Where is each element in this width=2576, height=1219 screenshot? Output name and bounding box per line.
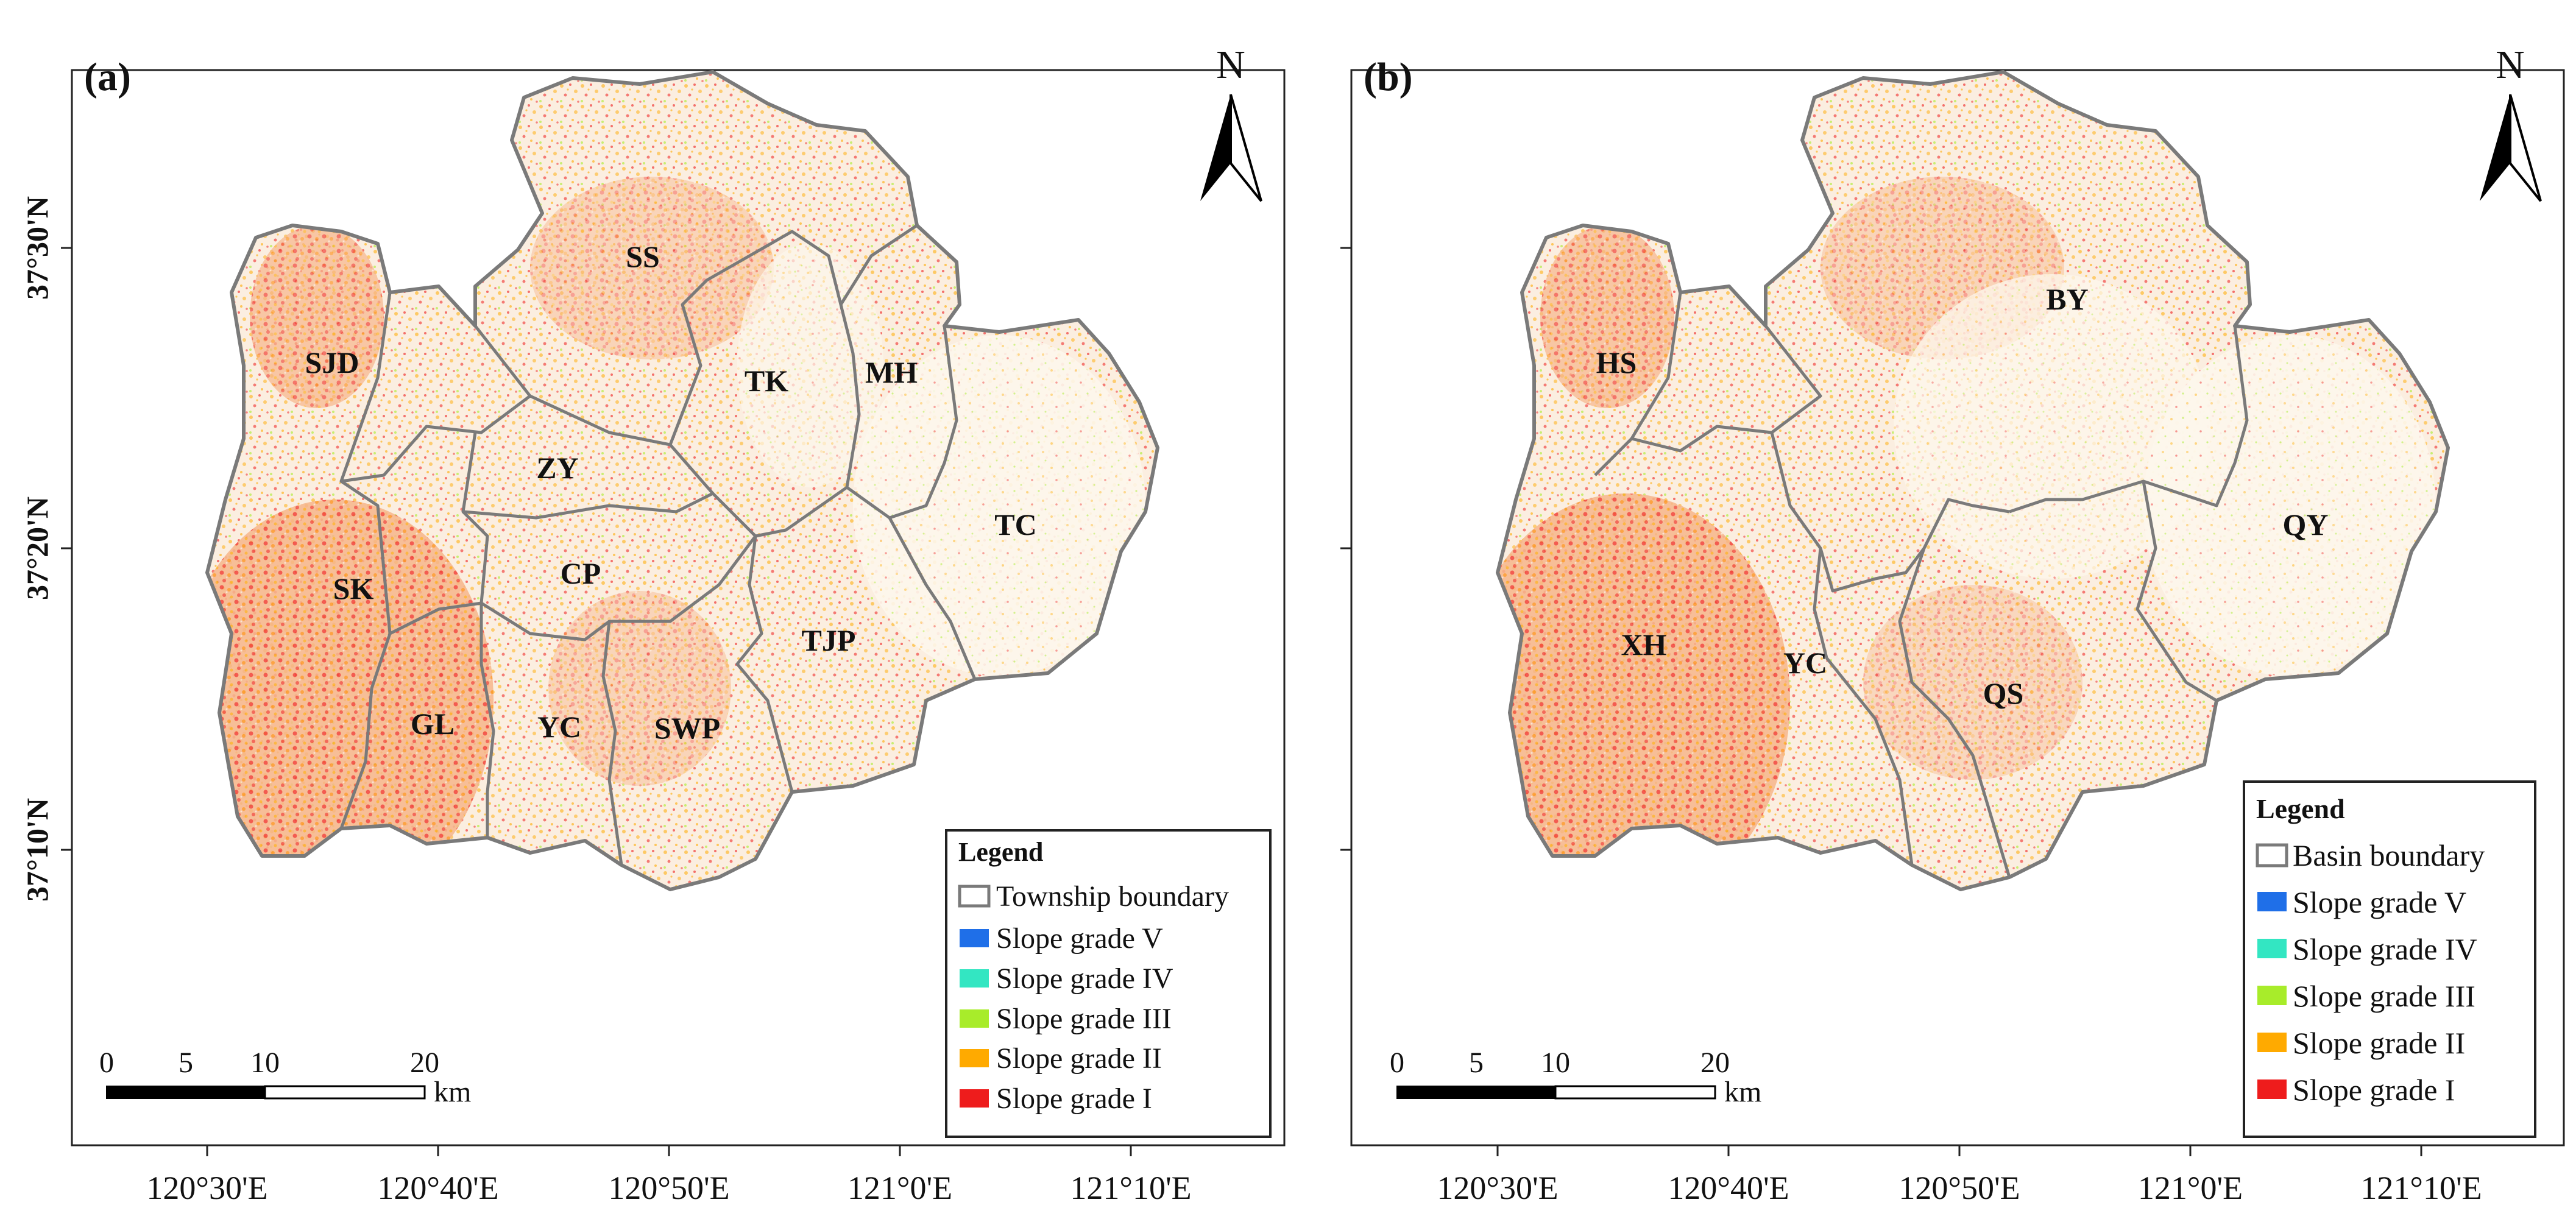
lon-tick-label: 120°40'E	[1668, 1170, 1789, 1206]
legend-swatch-slope-v	[2257, 892, 2287, 911]
lon-tick-label: 121°10'E	[2360, 1170, 2482, 1206]
lat-tick-label: 37°10'N	[20, 798, 54, 902]
legend-item-label: Slope grade IV	[996, 963, 1173, 995]
lon-tick-label: 120°50'E	[1898, 1170, 2020, 1206]
legend-swatch-slope-ii	[960, 1049, 989, 1067]
region-label: SJD	[305, 345, 359, 380]
region-label: SS	[626, 239, 660, 274]
legend-item-label: Slope grade I	[2293, 1073, 2455, 1107]
region-labels: SS SJD TK MH ZY TC CP SK TJP GL YC SWP	[305, 239, 1037, 745]
legend-swatch-slope-ii	[2257, 1033, 2287, 1052]
lon-tick-label: 121°0'E	[847, 1170, 952, 1206]
lon-tick-label: 120°30'E	[146, 1170, 267, 1206]
legend-item-label: Slope grade III	[2293, 979, 2475, 1013]
legend-swatch-boundary	[958, 885, 991, 908]
legend-item-label: Basin boundary	[2293, 838, 2485, 872]
lat-tick-label: 37°20'N	[20, 496, 54, 600]
scale-label: 20	[410, 1047, 439, 1079]
region-label: SWP	[654, 711, 720, 745]
lat-tick-label: 37°30'N	[20, 196, 54, 300]
basin-boundaries	[1594, 292, 2249, 878]
legend-swatch-slope-iii	[2257, 986, 2287, 1005]
legend-swatch-slope-v	[960, 929, 989, 947]
lat-axis	[1340, 247, 1351, 851]
legend-item-label: Slope grade III	[996, 1003, 1172, 1035]
region-label: MH	[865, 355, 918, 389]
north-arrow: N	[2480, 43, 2542, 202]
region-label: XH	[1621, 627, 1667, 662]
township-boundaries	[339, 224, 977, 866]
legend-swatch-slope-i	[2257, 1079, 2287, 1099]
legend-title: Legend	[958, 837, 1043, 867]
lon-tick-label: 120°50'E	[608, 1170, 729, 1206]
scale-bar: 0 5 10 20 km	[99, 1047, 471, 1108]
scale-label: 0	[99, 1047, 114, 1079]
lon-tick-label: 121°10'E	[1070, 1170, 1191, 1206]
north-arrow-label: N	[2496, 43, 2525, 87]
region-label: TJP	[802, 623, 856, 657]
legend: Legend Basin boundary Slope grade V Slop…	[2243, 780, 2536, 1138]
region-label: GL	[411, 707, 455, 741]
lon-tick-label: 121°0'E	[2138, 1170, 2243, 1206]
region-label: YC	[537, 710, 581, 744]
legend: Legend Township boundary Slope grade V S…	[945, 829, 1272, 1138]
scale-label: 10	[250, 1047, 280, 1079]
legend-swatch-slope-iv	[2257, 939, 2287, 958]
panel-a: SS SJD TK MH ZY TC CP SK TJP GL YC SWP (…	[20, 43, 1286, 1206]
scale-unit: km	[434, 1076, 471, 1108]
region-label: SK	[333, 571, 374, 606]
map-area: SS SJD TK MH ZY TC CP SK TJP GL YC SWP	[177, 72, 1158, 902]
scale-label: 5	[1469, 1047, 1484, 1079]
panel-label: (a)	[84, 55, 131, 99]
north-arrow: N	[1200, 43, 1262, 202]
legend-item-label: Slope grade II	[2293, 1026, 2465, 1060]
region-labels: BY HS QY XH YC QS	[1596, 282, 2329, 710]
region-label: YC	[1783, 646, 1827, 680]
map-area: BY HS QY XH YC QS	[1461, 72, 2448, 908]
legend-swatch-slope-iii	[960, 1009, 989, 1028]
region-label: QY	[2283, 507, 2329, 542]
lat-axis	[61, 247, 72, 851]
region-label: ZY	[536, 451, 578, 485]
region-label: TK	[745, 364, 788, 398]
legend-swatch-boundary	[2256, 843, 2288, 867]
legend-title: Legend	[2256, 793, 2345, 824]
scale-label: 20	[1700, 1047, 1730, 1079]
lon-tick-label: 120°40'E	[377, 1170, 498, 1206]
lon-axis	[206, 1145, 1132, 1156]
panel-label: (b)	[1364, 55, 1413, 99]
lon-axis	[1496, 1145, 2422, 1156]
region-label: BY	[2046, 282, 2088, 316]
legend-item-label: Slope grade V	[996, 922, 1163, 955]
legend-item-label: Slope grade I	[996, 1083, 1152, 1115]
legend-swatch-slope-iv	[960, 969, 989, 988]
legend-item-label: Slope grade II	[996, 1042, 1162, 1075]
scale-bar: 0 5 10 20 km	[1390, 1047, 1761, 1108]
region-label: TC	[994, 507, 1036, 542]
scale-label: 0	[1390, 1047, 1404, 1079]
scale-label: 5	[179, 1047, 193, 1079]
scale-label: 10	[1541, 1047, 1570, 1079]
legend-item-label: Slope grade IV	[2293, 932, 2477, 966]
legend-item-label: Township boundary	[996, 880, 1229, 913]
region-label: HS	[1596, 345, 1637, 380]
panel-b: BY HS QY XH YC QS (b) N 0 5 10 20 km Leg…	[1340, 43, 2565, 1206]
region-label: CP	[561, 556, 601, 590]
lon-tick-label: 120°30'E	[1437, 1170, 1558, 1206]
scale-unit: km	[1724, 1076, 1761, 1108]
legend-item-label: Slope grade V	[2293, 885, 2466, 919]
north-arrow-label: N	[1216, 43, 1245, 87]
legend-swatch-slope-i	[960, 1089, 989, 1108]
region-label: QS	[1983, 676, 2024, 710]
